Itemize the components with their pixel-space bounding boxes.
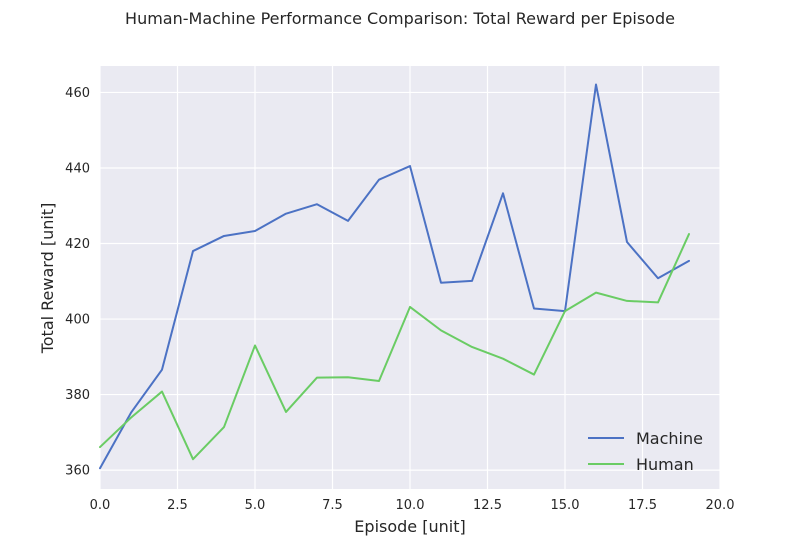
x-tick-label: 20.0 bbox=[706, 498, 735, 513]
y-tick-label: 420 bbox=[65, 237, 90, 252]
y-tick-label: 440 bbox=[65, 161, 90, 176]
chart-title: Human-Machine Performance Comparison: To… bbox=[125, 9, 675, 28]
x-axis-label: Episode [unit] bbox=[354, 517, 465, 536]
x-tick-label: 12.5 bbox=[473, 498, 502, 513]
series-line-machine bbox=[99, 83, 690, 470]
x-tick-label: 10.0 bbox=[396, 498, 425, 513]
y-axis: 360 380 400 420 440 460 bbox=[65, 86, 90, 479]
y-tick-label: 360 bbox=[65, 464, 90, 479]
legend-item-machine: Machine bbox=[588, 429, 703, 448]
series-layer bbox=[99, 83, 690, 470]
legend: Machine Human bbox=[588, 429, 703, 474]
y-tick-label: 380 bbox=[65, 388, 90, 403]
x-tick-label: 2.5 bbox=[167, 498, 188, 513]
x-tick-label: 15.0 bbox=[551, 498, 580, 513]
x-tick-label: 17.5 bbox=[628, 498, 657, 513]
legend-label: Human bbox=[636, 455, 694, 474]
x-tick-label: 7.5 bbox=[322, 498, 343, 513]
x-tick-label: 5.0 bbox=[245, 498, 266, 513]
y-axis-label: Total Reward [unit] bbox=[38, 203, 57, 355]
legend-label: Machine bbox=[636, 429, 703, 448]
series-line-human bbox=[99, 233, 690, 461]
legend-item-human: Human bbox=[588, 455, 694, 474]
y-tick-label: 460 bbox=[65, 86, 90, 101]
y-tick-label: 400 bbox=[65, 313, 90, 328]
x-tick-label: 0.0 bbox=[90, 498, 111, 513]
x-axis: 0.0 2.5 5.0 7.5 10.0 12.5 15.0 17.5 20.0 bbox=[90, 498, 735, 513]
